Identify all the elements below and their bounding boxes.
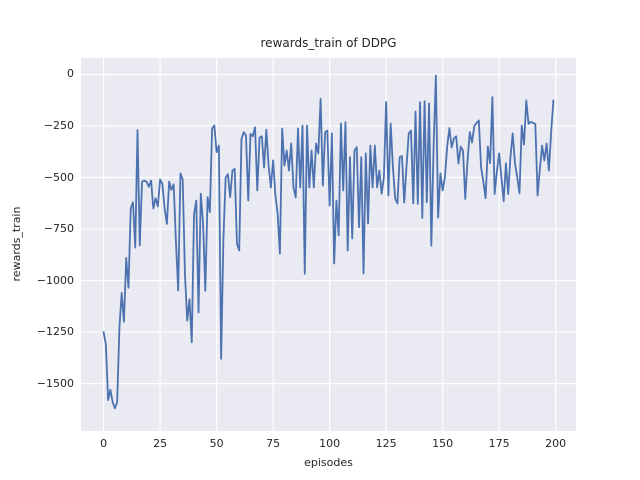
- chart-title: rewards_train of DDPG: [260, 36, 397, 50]
- gridlines: [81, 58, 576, 431]
- x-tick-label: 175: [488, 437, 510, 450]
- x-tick-label: 200: [545, 437, 567, 450]
- x-tick-label: 25: [153, 437, 168, 450]
- x-tick-label: 75: [266, 437, 281, 450]
- x-tick-label: 150: [432, 437, 454, 450]
- x-tick-label: 100: [319, 437, 341, 450]
- y-tick-label: −1000: [36, 273, 74, 287]
- x-tick-label: 125: [375, 437, 397, 450]
- plot-svg: [81, 58, 576, 431]
- y-tick-label: −1250: [36, 325, 74, 339]
- y-tick-label: −1500: [36, 376, 74, 390]
- y-tick-label: −750: [43, 222, 74, 236]
- y-tick-label: 0: [67, 67, 74, 81]
- series-group: [102, 74, 555, 410]
- y-tick-label: −250: [43, 119, 74, 132]
- x-axis-label: episodes: [304, 456, 353, 469]
- y-tick-label: −500: [43, 170, 74, 184]
- x-tick-label: 0: [100, 437, 108, 450]
- plot-area: [81, 58, 576, 431]
- x-tick-label: 50: [209, 437, 224, 450]
- series-line: [102, 74, 555, 410]
- y-axis-label: rewards_train: [10, 206, 23, 282]
